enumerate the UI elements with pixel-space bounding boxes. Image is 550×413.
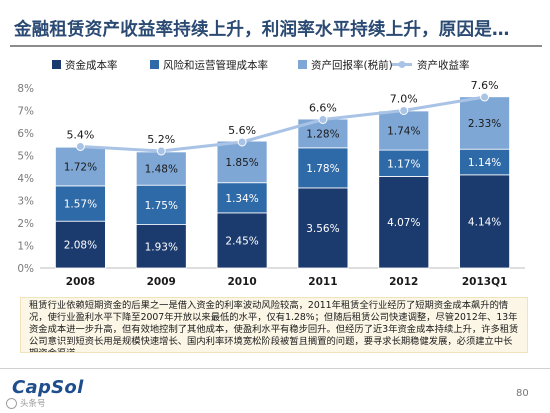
bar-segment xyxy=(216,182,268,214)
legend-label: 资金成本率 xyxy=(65,59,118,72)
asset-yield-point xyxy=(480,92,490,102)
bar-segment xyxy=(378,110,430,151)
segment-value-label: 2.45% xyxy=(225,235,258,247)
legend-label: 资产收益率 xyxy=(417,59,470,72)
bar-segment xyxy=(135,184,187,225)
segment-value-label: 1.93% xyxy=(145,241,178,253)
commentary-note: 租赁行业依赖短期资金的后果之一是借入资金的利率波动风险较高，2011年租赁全行业… xyxy=(20,297,528,353)
bar-segment xyxy=(55,220,106,269)
asset-yield-point xyxy=(156,146,166,156)
x-category-label: 2009 xyxy=(147,276,176,288)
y-tick-label: 8% xyxy=(17,83,34,95)
watermark-text: 头条号 xyxy=(20,399,46,409)
legend-marker xyxy=(398,61,406,68)
bar-segment xyxy=(55,185,106,222)
bar-segment xyxy=(55,146,106,187)
x-category-label: 2008 xyxy=(66,276,95,288)
asset-yield-point xyxy=(75,142,85,151)
legend-label: 风险和运营管理成本率 xyxy=(163,59,268,72)
y-tick-label: 5% xyxy=(17,151,34,163)
segment-value-label: 2.33% xyxy=(468,118,501,130)
asset-yield-point xyxy=(318,115,328,124)
segment-value-label: 1.28% xyxy=(306,128,339,140)
y-tick-label: 0% xyxy=(17,263,34,275)
segment-value-label: 1.17% xyxy=(387,158,420,170)
segment-value-label: 1.72% xyxy=(64,162,97,174)
asset-yield-label: 5.2% xyxy=(147,133,175,146)
segment-value-label: 1.14% xyxy=(468,157,501,169)
bar-segment xyxy=(378,149,430,177)
asset-yield-point xyxy=(237,137,247,147)
y-tick-label: 6% xyxy=(17,128,34,140)
segment-value-label: 1.48% xyxy=(145,164,178,176)
segment-value-label: 1.57% xyxy=(64,199,97,211)
y-tick-label: 1% xyxy=(17,241,34,253)
y-tick-label: 3% xyxy=(17,196,34,208)
asset-yield-line xyxy=(80,95,485,153)
bar-segment xyxy=(216,140,268,184)
bar-segment xyxy=(297,187,349,269)
asset-yield-point xyxy=(399,106,409,115)
y-axis: 0% 1% 2% 3% 4% 5% 6% 7% 8% xyxy=(17,83,525,275)
bar-segment xyxy=(135,224,187,269)
bar-segment xyxy=(459,174,510,269)
slide-title: 金融租赁资产收益率持续上升，利润率水平持续上升，原因是… xyxy=(14,20,510,40)
x-category-label: 2013Q1 xyxy=(462,276,507,288)
segment-value-label: 1.74% xyxy=(387,126,420,138)
y-tick-label: 2% xyxy=(17,218,34,230)
footer-divider xyxy=(0,368,550,369)
segment-value-label: 2.08% xyxy=(64,240,97,252)
watermark: 头条号 xyxy=(6,397,46,409)
segment-value-label: 3.56% xyxy=(306,223,339,235)
legend-label: 资产回报率(税前) xyxy=(311,59,393,72)
segment-value-label: 1.85% xyxy=(225,157,258,169)
legend-swatch xyxy=(298,60,307,69)
x-category-label: 2012 xyxy=(389,276,418,288)
bar-segment xyxy=(378,176,430,269)
asset-yield-label: 5.4% xyxy=(66,129,94,142)
chart-legend: 资金成本率 风险和运营管理成本率 资产回报率(税前) 资产收益率 xyxy=(52,59,470,72)
asset-yield-label: 5.6% xyxy=(228,124,256,137)
y-tick-label: 7% xyxy=(17,106,34,118)
page-number: 80 xyxy=(516,388,529,399)
segment-value-label: 1.75% xyxy=(145,200,178,212)
title-divider xyxy=(10,45,542,47)
bar-segment xyxy=(459,96,510,150)
asset-yield-label: 7.6% xyxy=(471,79,499,92)
y-tick-label: 4% xyxy=(17,173,34,185)
watermark-icon xyxy=(6,397,17,409)
legend-swatch xyxy=(52,60,61,69)
stacked-bar-chart: 资金成本率 风险和运营管理成本率 资产回报率(税前) 资产收益率 0% 1% 2% 3% 4%… xyxy=(17,59,525,288)
asset-yield-label: 7.0% xyxy=(390,93,418,106)
segment-value-label: 1.78% xyxy=(306,163,339,175)
asset-yield-label: 6.6% xyxy=(309,102,337,115)
bar-segment xyxy=(135,151,187,186)
x-category-label: 2010 xyxy=(227,276,256,288)
bar-segment xyxy=(459,148,510,176)
segment-value-label: 4.14% xyxy=(468,216,501,228)
x-category-label: 2011 xyxy=(308,276,337,288)
capsol-logo: CapSol xyxy=(12,377,84,398)
legend-swatch xyxy=(150,60,159,69)
asset-yield-line-layer: 5.4% 5.2% 5.6% 6.6% 7.0% 7.6% xyxy=(66,79,499,156)
segment-value-label: 1.34% xyxy=(225,193,258,205)
bars-layer: 2.08% 1.57% 1.72% 2008 1.93% 1.75% 1.48% 2009 2.… xyxy=(55,96,510,288)
segment-value-label: 4.07% xyxy=(387,217,420,229)
